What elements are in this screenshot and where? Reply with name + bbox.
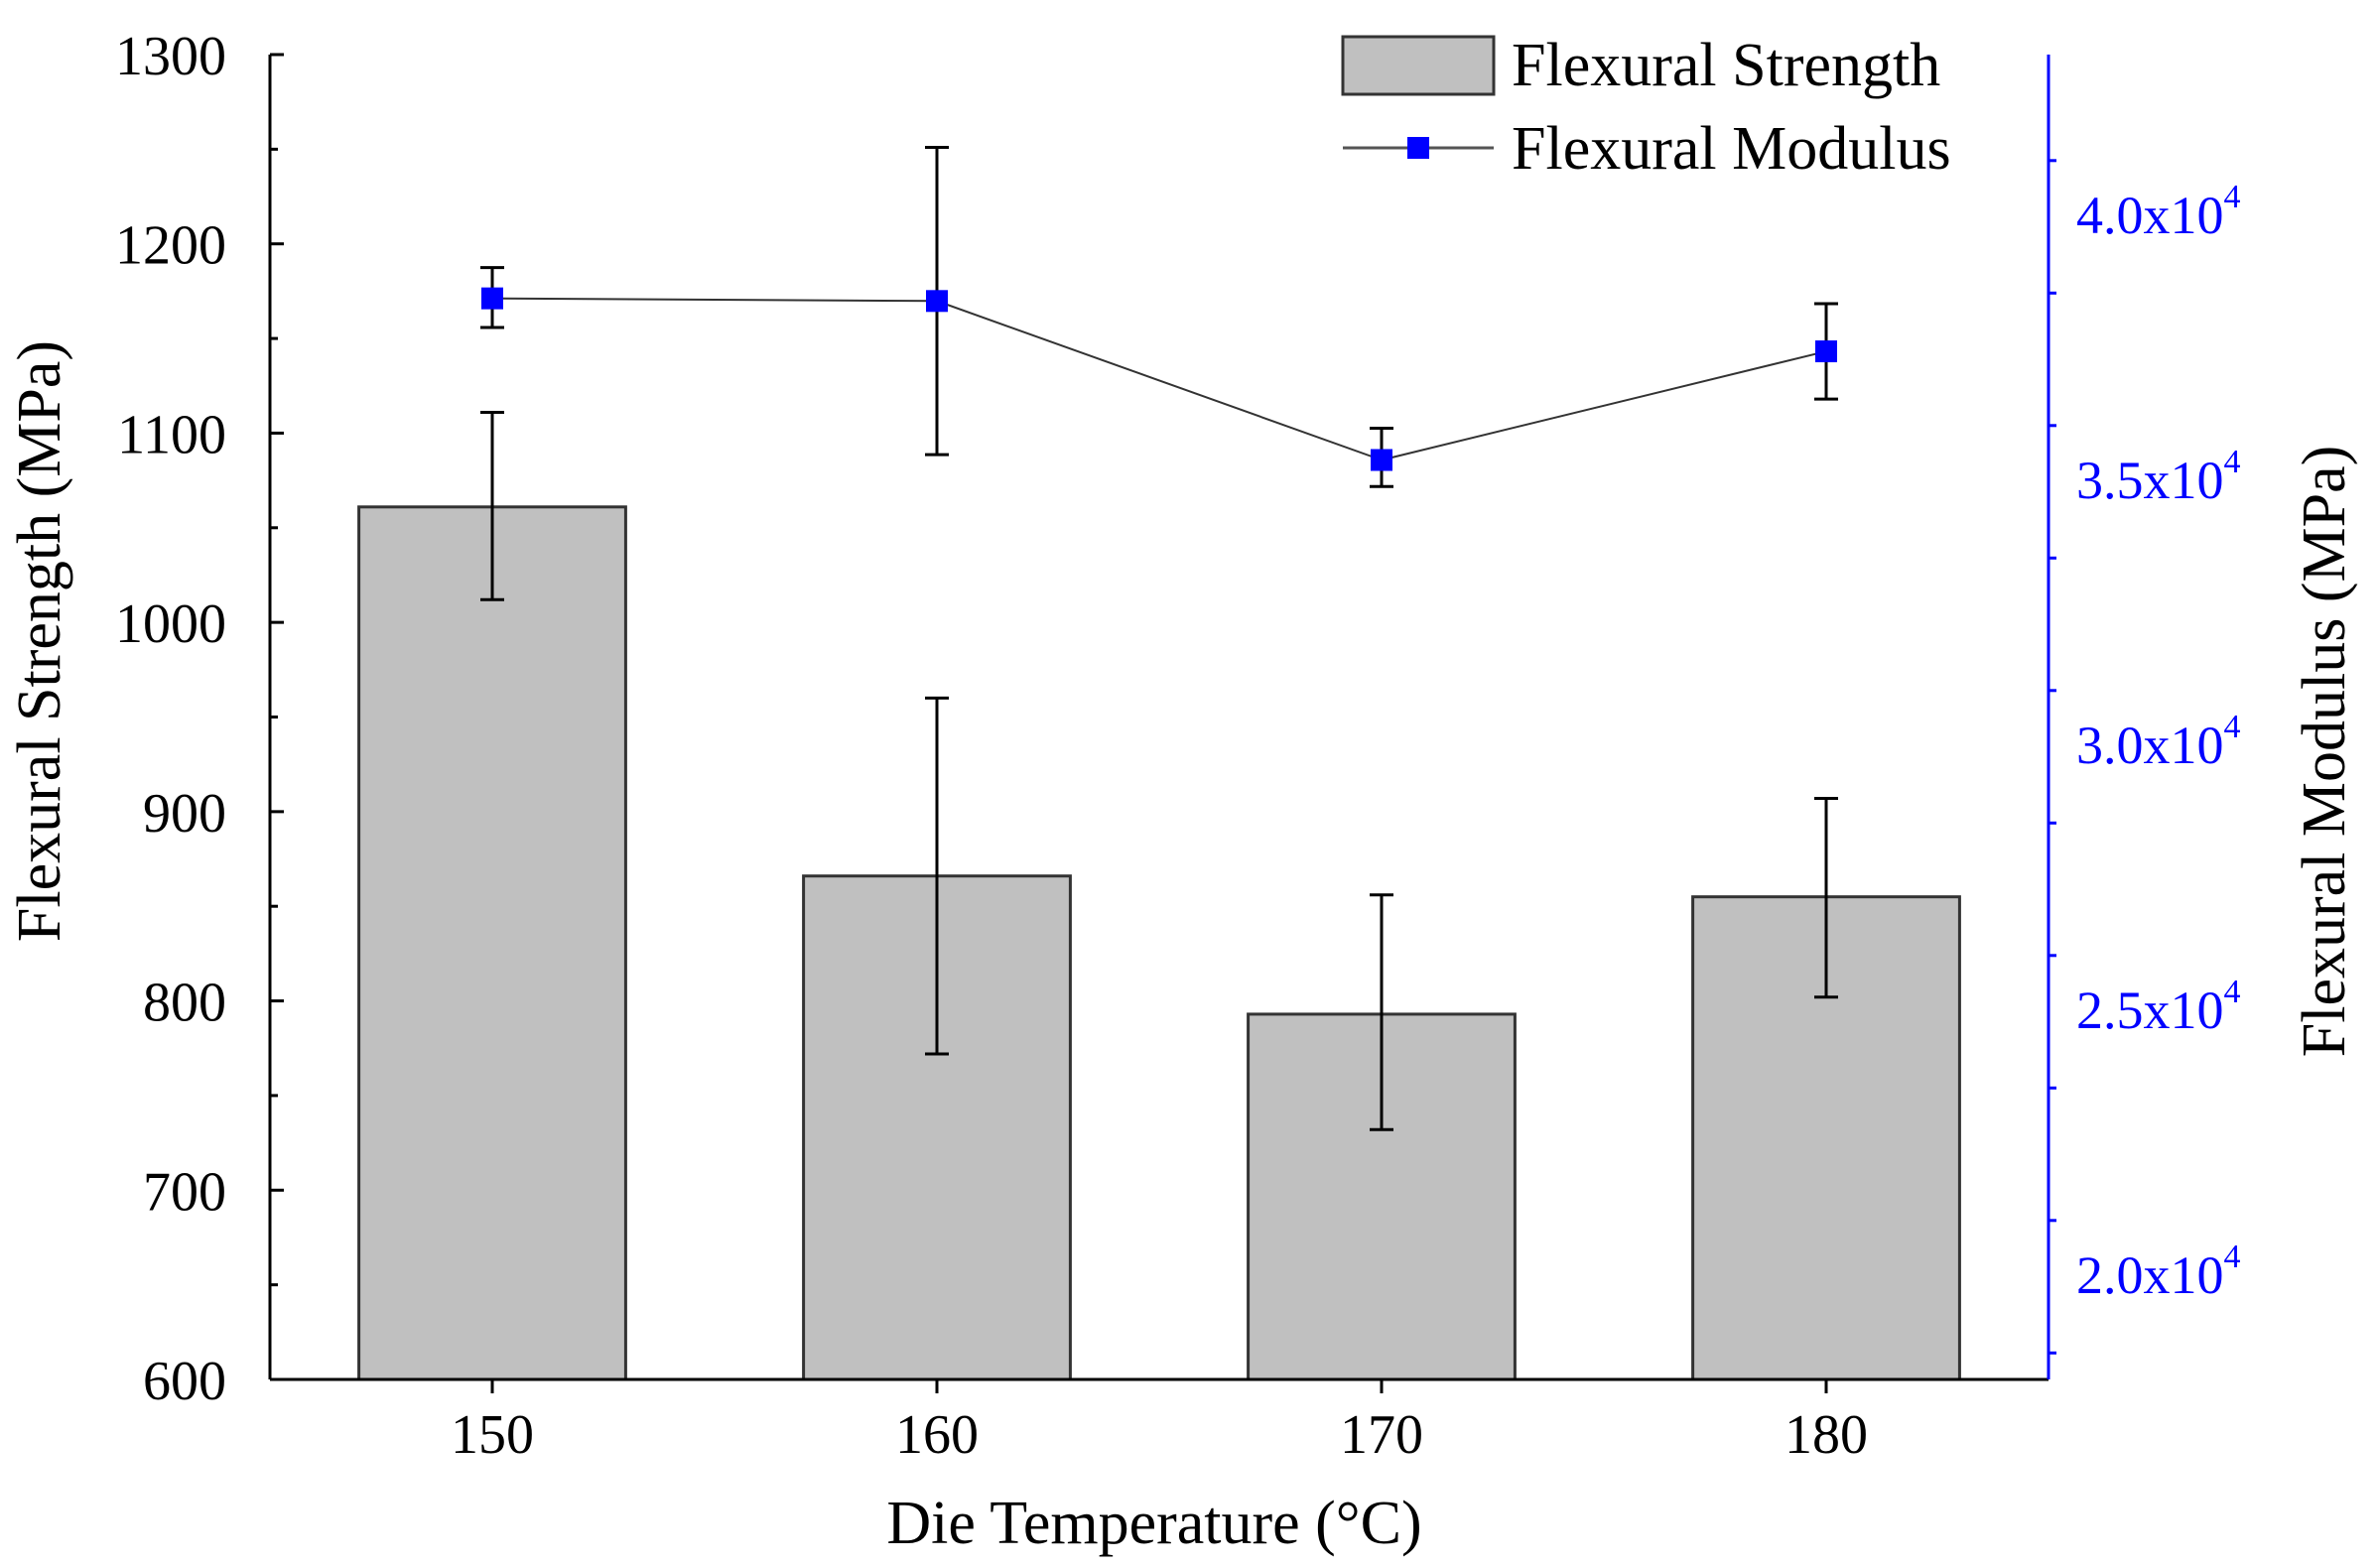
y2-tick-label-20000: 2.0x104 (2076, 1239, 2241, 1305)
legend-swatch-marker (1407, 137, 1429, 159)
modulus-point-170 (1371, 449, 1392, 471)
y2-tick-exponent: 4 (2224, 444, 2241, 480)
bar-150 (357, 505, 627, 1381)
plot-area: 600 700 800 900 1000 1100 1200 1300 150 160 170 180… (115, 26, 2241, 1466)
y2-tick-exponent: 4 (2224, 974, 2241, 1010)
modulus-point-180 (1815, 340, 1837, 363)
y-tick-label-1300: 1300 (115, 26, 226, 87)
y-tick-label-1100: 1100 (117, 404, 226, 465)
x-axis-label: Die Temperature (°C) (886, 1490, 1421, 1557)
y2-tick-exponent: 4 (2224, 1239, 2241, 1275)
y-tick-label-800: 800 (143, 973, 226, 1034)
legend-swatch-bar (1341, 35, 1496, 96)
y-tick-label-1000: 1000 (115, 593, 226, 655)
modulus-point-160 (926, 290, 948, 313)
y2-tick-label-30000: 3.0x104 (2076, 709, 2241, 775)
y2-tick-mantissa: 2.0x10 (2076, 1245, 2224, 1305)
x-tick-label-160: 160 (895, 1404, 979, 1466)
x-tick-label-180: 180 (1785, 1404, 1868, 1466)
y2-tick-mantissa: 2.5x10 (2076, 980, 2224, 1040)
y2-tick-label-40000: 4.0x104 (2076, 179, 2241, 245)
legend-label-modulus: Flexural Modulus (1512, 115, 1951, 183)
y2-axis-label: Flexural Modulus (MPa) (2291, 446, 2358, 1058)
y2-tick-exponent: 4 (2224, 179, 2241, 215)
modulus-line (491, 297, 1827, 461)
y-axis-label: Flexural Strength (MPa) (6, 340, 73, 942)
legend: Flexural Strength Flexural Modulus (1341, 32, 1951, 183)
legend-label-strength: Flexural Strength (1512, 32, 1940, 99)
y2-tick-label-35000: 3.5x104 (2076, 444, 2241, 510)
y2-tick-exponent: 4 (2224, 709, 2241, 745)
x-tick-label-150: 150 (451, 1404, 534, 1466)
x-tick-label-170: 170 (1340, 1404, 1423, 1466)
y-tick-label-700: 700 (143, 1161, 226, 1223)
y2-tick-mantissa: 3.5x10 (2076, 451, 2224, 510)
y2-tick-label-25000: 2.5x104 (2076, 974, 2241, 1040)
modulus-point-150 (481, 287, 503, 310)
y2-tick-mantissa: 4.0x10 (2076, 186, 2224, 245)
y-tick-label-1200: 1200 (115, 215, 226, 277)
y-tick-label-600: 600 (143, 1351, 226, 1412)
y-tick-label-900: 900 (143, 783, 226, 845)
y2-tick-mantissa: 3.0x10 (2076, 716, 2224, 775)
